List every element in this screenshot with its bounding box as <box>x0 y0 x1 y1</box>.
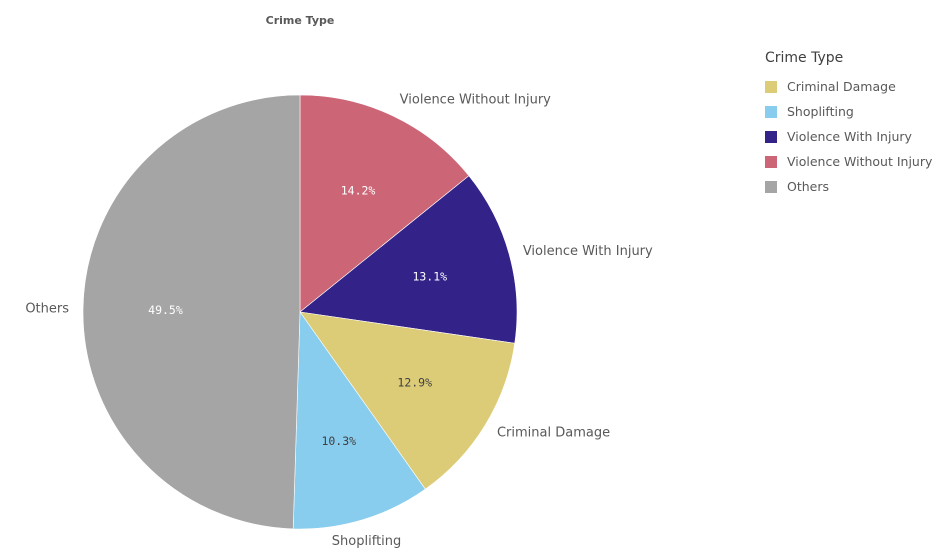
legend-item-others[interactable]: Others <box>765 174 951 199</box>
pie-value-label-violence-without-injury: 14.2% <box>341 184 376 198</box>
pie-category-label-violence-with-injury: Violence With Injury <box>523 244 653 259</box>
pie-slice-criminal-damage[interactable] <box>299 311 516 490</box>
legend-label-violence-with-injury: Violence With Injury <box>787 129 912 144</box>
pie-category-label-criminal-damage: Criminal Damage <box>497 426 610 441</box>
legend-swatch-shoplifting <box>765 105 777 118</box>
legend-item-violence-with-injury[interactable]: Violence With Injury <box>765 124 951 149</box>
pie-category-label-violence-without-injury: Violence Without Injury <box>400 93 552 108</box>
pie-value-label-criminal-damage: 12.9% <box>397 375 432 389</box>
pie-value-label-shoplifting: 10.3% <box>321 434 356 448</box>
legend-label-shoplifting: Shoplifting <box>787 104 854 119</box>
legend-title: Crime Type <box>765 50 844 66</box>
legend-label-others: Others <box>787 179 830 194</box>
legend-swatch-others <box>765 180 777 193</box>
pie-value-label-others: 49.5% <box>148 303 183 317</box>
legend-item-shoplifting[interactable]: Shoplifting <box>765 99 951 124</box>
legend-label-violence-without-injury: Violence Without Injury <box>787 154 933 169</box>
pie-value-label-violence-with-injury: 13.1% <box>412 269 447 283</box>
legend-swatch-violence-with-injury <box>765 130 777 143</box>
chart-title: Crime Type <box>265 14 335 27</box>
legend: Crime Type Criminal Damage Shoplifting Vio… <box>765 50 951 199</box>
legend-item-criminal-damage[interactable]: Criminal Damage <box>765 74 951 99</box>
pie-category-label-shoplifting: Shoplifting <box>332 534 401 549</box>
legend-swatch-criminal-damage <box>765 80 777 93</box>
legend-swatch-violence-without-injury <box>765 155 777 168</box>
legend-items: Criminal Damage Shoplifting Violence With … <box>765 74 951 199</box>
legend-item-violence-without-injury[interactable]: Violence Without Injury <box>765 149 951 174</box>
pie-slice-violence-without-injury[interactable] <box>299 94 470 313</box>
pie-slice-violence-with-injury[interactable] <box>299 175 518 344</box>
pie-category-label-others: Others <box>25 301 69 316</box>
pie-slice-shoplifting[interactable] <box>292 311 426 530</box>
legend-label-criminal-damage: Criminal Damage <box>787 79 896 94</box>
pie-slice-others[interactable] <box>82 94 301 530</box>
